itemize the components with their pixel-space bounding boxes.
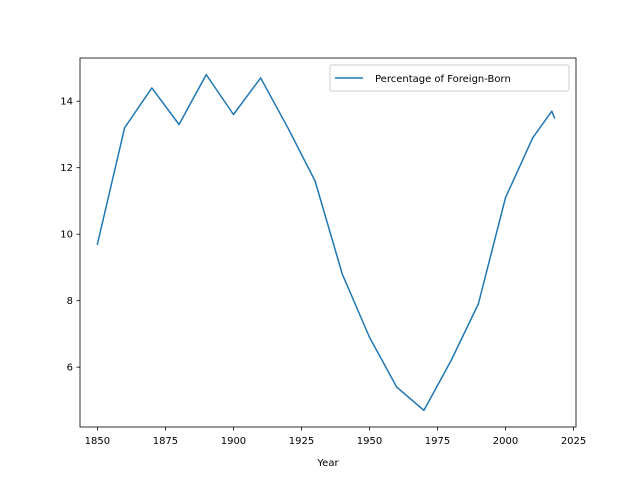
y-tick-label: 14 [60,97,73,108]
x-axis-title: Year [316,458,339,469]
x-tick-label: 1875 [153,436,178,447]
x-tick-label: 1850 [85,436,110,447]
legend: Percentage of Foreign-Born [329,64,570,92]
y-tick-label: 10 [60,230,73,241]
x-tick-label: 1925 [289,436,314,447]
axes: 1850 1875 1900 1925 1950 1975 2000 2025 6 8 10 12 14 [60,57,586,447]
x-tick-label: 1900 [221,436,246,447]
plot-area [96,73,556,412]
x-tick-label: 1950 [357,436,382,447]
y-tick-label: 6 [67,363,73,374]
legend-box [329,64,570,92]
x-tick-label: 1975 [425,436,450,447]
x-tick-label: 2025 [561,436,586,447]
x-tick-label: 2000 [493,436,518,447]
legend-label: Percentage of Foreign-Born [375,74,511,85]
plot-frame [79,57,577,428]
y-tick-label: 8 [67,296,73,307]
series-line [96,73,556,412]
y-tick-label: 12 [60,163,73,174]
